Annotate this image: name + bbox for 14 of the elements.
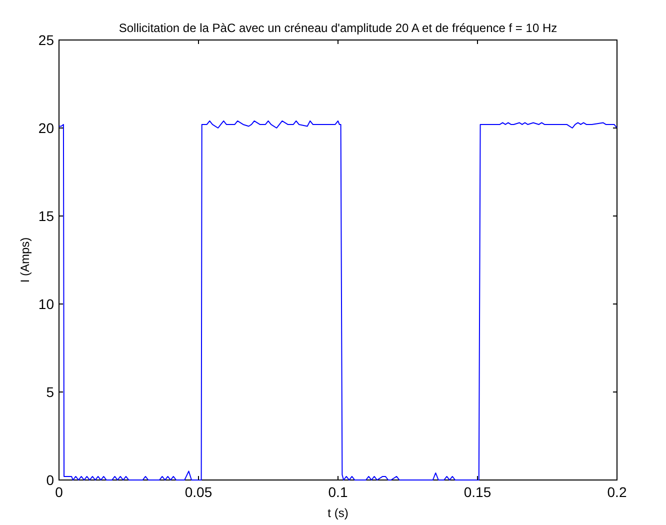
y-tick-label: 25 — [38, 32, 54, 48]
x-tick-label: 0.05 — [184, 484, 212, 500]
y-tick-label: 10 — [38, 296, 54, 312]
x-tick-label: 0.15 — [464, 484, 492, 500]
line-series — [58, 120, 618, 480]
x-axis-title: t (s) — [328, 506, 348, 520]
y-tick-label: 0 — [46, 472, 54, 488]
y-tick-label: 20 — [38, 120, 54, 136]
x-tick-label: 0.2 — [607, 484, 627, 500]
y-tick-label: 15 — [38, 208, 54, 224]
chart-title: Sollicitation de la PàC avec un créneau d'amplitude 20 A et de fréquence f = 10 Hz — [118, 21, 558, 35]
x-tick-label: 0.1 — [328, 484, 348, 500]
y-tick-label: 5 — [46, 384, 54, 400]
y-axis-title: I (Amps) — [18, 237, 32, 283]
